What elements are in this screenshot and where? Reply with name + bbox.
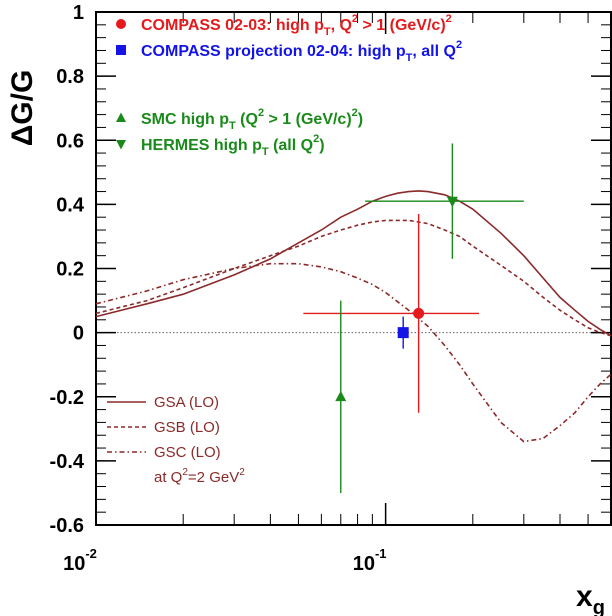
- legend-entry-hermes: HERMES high pT (all Q2): [116, 133, 325, 158]
- legend-text-main: SMC high p: [141, 111, 229, 128]
- y-tick-label: -0.2: [50, 387, 84, 409]
- legend-text-rest: , Q: [331, 17, 352, 34]
- data-point-hermes: [365, 143, 524, 259]
- y-axis-title: ΔG/G: [6, 70, 39, 147]
- legend-text-tail: > 1 (GeV/c): [358, 17, 446, 34]
- legend-text-subscript: T: [262, 146, 269, 158]
- x-tick-label: 10-2: [63, 546, 97, 575]
- legend-entry-compass-0203: COMPASS 02-03: high pT, Q2 > 1 (GeV/c)2: [116, 13, 452, 38]
- legend-entry-smc: SMC high pT (Q2 > 1 (GeV/c)2): [116, 107, 363, 132]
- y-tick-label: 0.2: [56, 259, 84, 281]
- marker-square: [397, 327, 409, 339]
- data-point-smc: [335, 300, 347, 493]
- legend-text: COMPASS projection 02-04: high pT, all Q…: [141, 39, 462, 64]
- legend-text-main: COMPASS projection 02-04: high p: [141, 43, 406, 60]
- legend-text-main: HERMES high p: [141, 137, 262, 154]
- curve-gsc-lo: [95, 262, 612, 443]
- legend-text-subscript: T: [324, 26, 331, 38]
- legend-text-rest: (all Q: [269, 137, 313, 154]
- x-tick-label: 10-1: [353, 546, 387, 575]
- legend-text-tail: > 1 (GeV/c): [264, 111, 352, 128]
- legend-text-superscript: 2: [456, 39, 462, 51]
- curve-legend-note-sup: 2: [182, 467, 188, 478]
- x-tick-label-exponent: -2: [85, 546, 97, 561]
- legend-entry-compass-proj: COMPASS projection 02-04: high pT, all Q…: [116, 39, 462, 64]
- y-tick-label: -0.6: [50, 515, 84, 537]
- curve-legend-label: GSA (LO): [154, 394, 219, 411]
- marker-circle: [413, 307, 425, 319]
- legend-text-superscript: 2: [352, 13, 358, 25]
- y-tick-label: 1: [73, 2, 84, 24]
- curve-legend-label: GSC (LO): [154, 444, 221, 461]
- data-point-compass-0203: [303, 213, 479, 413]
- marker-triangle-up: [335, 390, 347, 402]
- x-tick-label-exponent: -1: [375, 546, 387, 561]
- y-tick-label: 0.8: [56, 66, 84, 88]
- x-tick-label-base: 10: [63, 553, 85, 575]
- curve-gsa-lo: [95, 190, 612, 337]
- marker-triangle-down: [446, 196, 458, 208]
- legend-text-rest: , all Q: [412, 43, 456, 60]
- legend-marker-triangle-down: [116, 140, 126, 150]
- y-tick-label: -0.4: [50, 451, 85, 473]
- legend-text: SMC high pT (Q2 > 1 (GeV/c)2): [141, 107, 363, 132]
- curve-legend-note: at Q2=2 GeV2: [154, 467, 245, 486]
- curve-legend-entry-1: GSA (LO): [107, 394, 219, 411]
- legend-text-superscript: 2: [313, 133, 319, 145]
- curve-legend-entry-2: GSB (LO): [107, 419, 220, 436]
- y-tick-label: 0: [73, 323, 84, 345]
- curve-legend-entry-3: GSC (LO): [107, 444, 221, 461]
- legend-text-subscript: T: [229, 120, 236, 132]
- legend-text-superscript-2: 2: [446, 13, 452, 25]
- data-point-compass-proj: [397, 316, 409, 349]
- legend-text-rest: (Q: [236, 111, 258, 128]
- y-tick-label: 0.4: [56, 194, 85, 216]
- x-tick-label-base: 10: [353, 553, 375, 575]
- legend-marker-triangle-up: [116, 112, 126, 122]
- x-axis-title: xg: [576, 580, 605, 616]
- legend-marker-circle: [116, 19, 126, 29]
- legend-text-superscript-2: 2: [352, 107, 358, 119]
- legend-marker-square: [116, 45, 126, 55]
- legend-text-superscript: 2: [258, 107, 264, 119]
- legend-text-tail: ): [319, 137, 324, 154]
- legend-text-subscript: T: [406, 52, 413, 64]
- legend-text: HERMES high pT (all Q2): [141, 133, 325, 158]
- legend-text-main: COMPASS 02-03: high p: [141, 17, 324, 34]
- curve-gsb-lo: [95, 219, 612, 337]
- curve-legend-note-tail: =2 GeV: [188, 469, 239, 486]
- legend-text: COMPASS 02-03: high pT, Q2 > 1 (GeV/c)2: [141, 13, 452, 38]
- curve-legend-note-sup-2: 2: [239, 467, 245, 478]
- legend-text-end: ): [358, 111, 363, 128]
- curve-legend-label: GSB (LO): [154, 419, 220, 436]
- y-tick-label: 0.6: [56, 130, 84, 152]
- curve-legend-note-main: at Q: [154, 469, 182, 486]
